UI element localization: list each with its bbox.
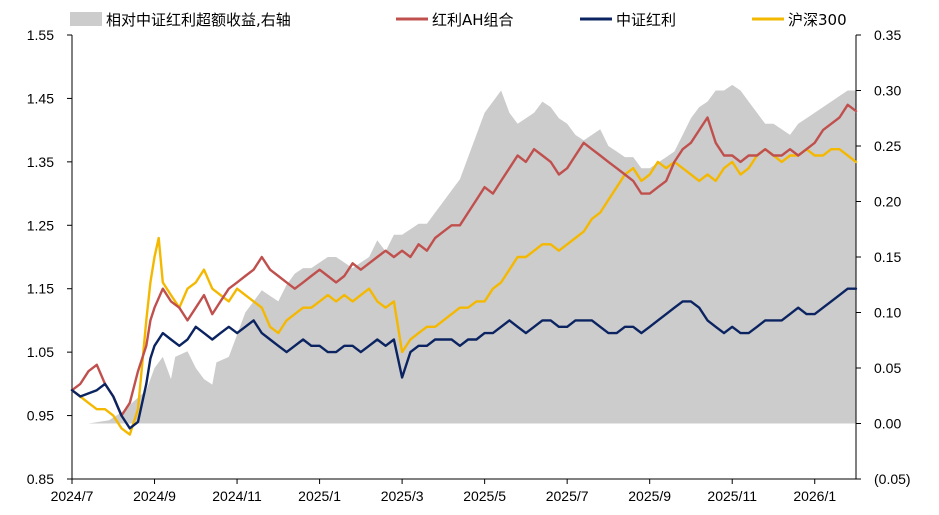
x-tick-label: 2025/7 (546, 488, 589, 504)
x-tick-label: 2024/7 (51, 488, 94, 504)
right-tick-label: 0.00 (874, 416, 901, 432)
right-tick-label: 0.10 (874, 305, 901, 321)
series-line-ah-portfolio (70, 103, 858, 417)
x-tick-label: 2025/1 (298, 488, 341, 504)
legend-label-excess: 相对中证红利超额收益,右轴 (106, 11, 291, 29)
x-tick-label: 2024/11 (212, 488, 262, 504)
legend-label-ah-portfolio: 红利AH组合 (432, 11, 514, 29)
left-tick-label: 0.95 (27, 408, 54, 424)
right-tick-label: 0.15 (874, 249, 901, 265)
x-tick-label: 2025/5 (463, 488, 506, 504)
x-tick-label: 2026/1 (793, 488, 836, 504)
left-tick-label: 1.35 (27, 154, 54, 170)
legend-label-hs300: 沪深300 (788, 11, 847, 29)
right-tick-label: 0.35 (874, 27, 901, 43)
x-tick-label: 2025/11 (707, 488, 757, 504)
right-tick-label: 0.20 (874, 194, 901, 210)
right-tick-label: 0.30 (874, 83, 901, 99)
series-line-csi-dividend (70, 287, 858, 430)
left-tick-label: 1.25 (27, 217, 54, 233)
x-tick-label: 2025/3 (381, 488, 424, 504)
x-tick-label: 2025/9 (628, 488, 671, 504)
right-tick-label: (0.05) (874, 471, 911, 487)
legend-swatch-area (70, 12, 102, 26)
series-lines-layer (70, 103, 858, 436)
legend: 相对中证红利超额收益,右轴 红利AH组合 中证红利 沪深300 (70, 11, 847, 29)
left-tick-label: 1.15 (27, 281, 54, 297)
legend-label-csi-dividend: 中证红利 (616, 11, 676, 29)
right-tick-label: 0.05 (874, 360, 901, 376)
excess-return-area-layer (72, 84, 856, 424)
right-tick-label: 0.25 (874, 138, 901, 154)
left-tick-label: 1.05 (27, 344, 54, 360)
left-tick-label: 1.45 (27, 90, 54, 106)
series-line-hs300 (70, 147, 858, 436)
x-tick-label: 2024/9 (133, 488, 176, 504)
excess-return-area (72, 84, 856, 424)
left-tick-label: 1.55 (27, 27, 54, 43)
left-tick-label: 0.85 (27, 471, 54, 487)
tick-labels-layer: 1.55 1.45 1.35 1.25 1.15 1.05 0.95 0.85 0.35 0.30… (27, 27, 911, 504)
